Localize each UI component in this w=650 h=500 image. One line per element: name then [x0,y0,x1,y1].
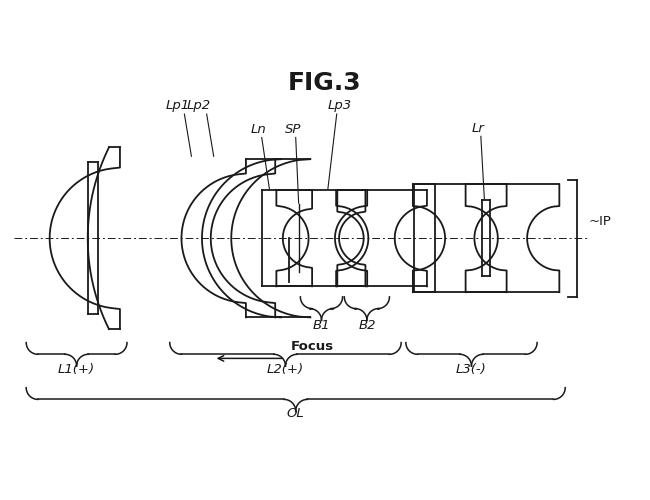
Text: Lp3: Lp3 [328,100,352,112]
Text: B1: B1 [313,319,330,332]
Text: Lr: Lr [472,122,485,134]
Text: L2(+): L2(+) [266,363,304,376]
Text: Focus: Focus [291,340,334,352]
Text: Lp1: Lp1 [165,100,189,112]
Text: L3(-): L3(-) [456,363,487,376]
Text: Lp2: Lp2 [187,100,211,112]
Text: SP: SP [285,123,301,136]
Text: Ln: Ln [251,123,266,136]
Text: OL: OL [287,407,305,420]
Text: ~IP: ~IP [589,216,612,228]
Text: FIG.3: FIG.3 [288,71,362,95]
Text: L1(+): L1(+) [58,363,95,376]
Text: B2: B2 [358,319,376,332]
